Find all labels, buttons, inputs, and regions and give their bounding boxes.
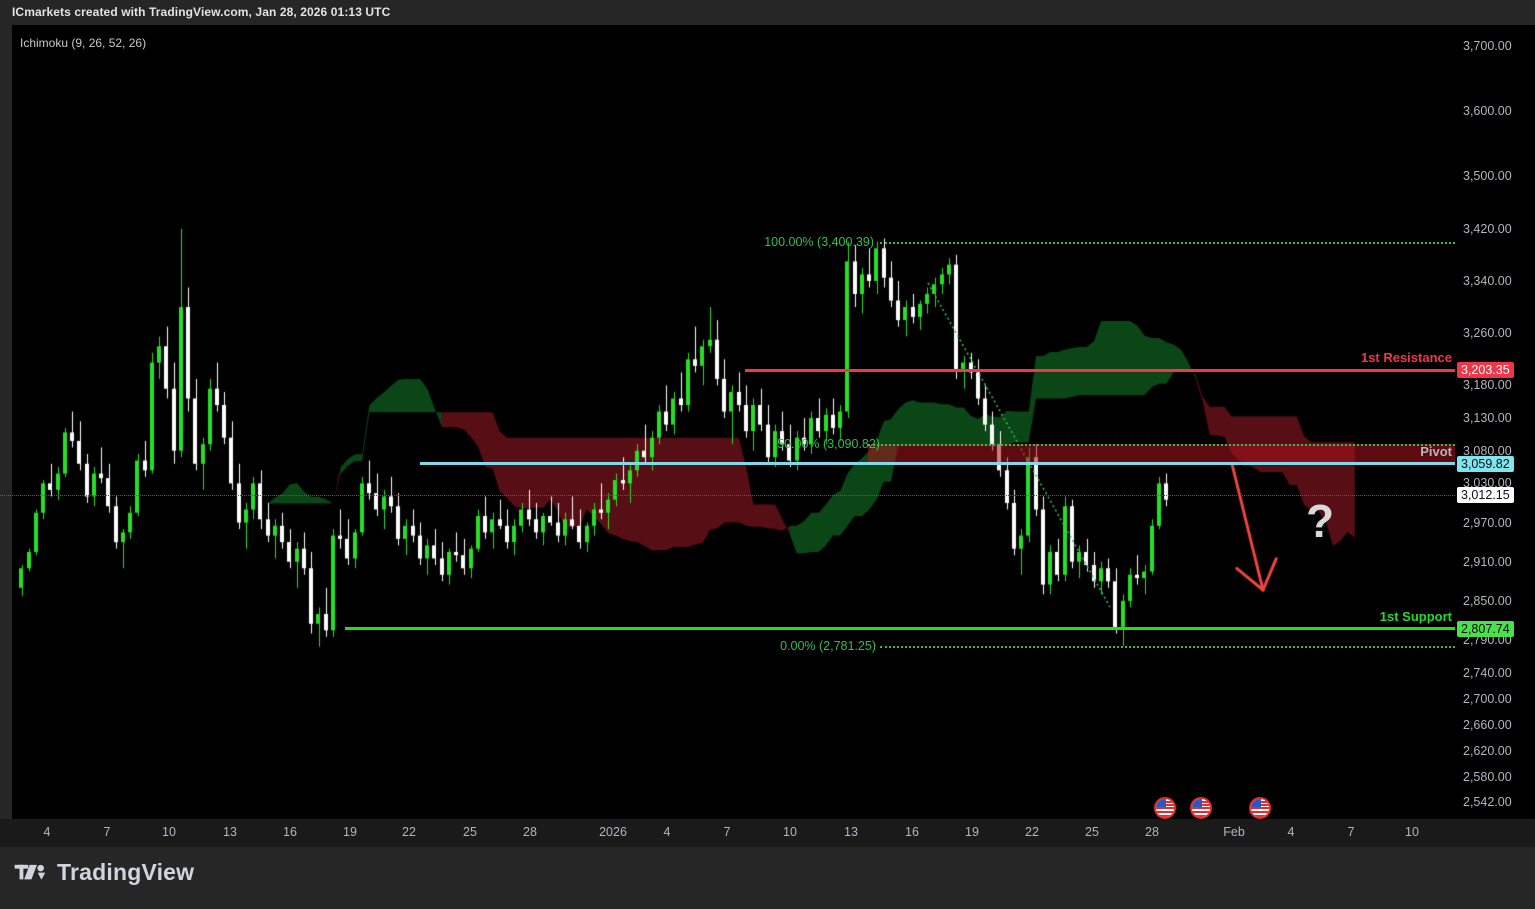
time-tick: 16 bbox=[905, 825, 919, 839]
economic-event-flag-us[interactable] bbox=[1154, 797, 1176, 819]
first-support-label: 1st Support bbox=[1379, 608, 1452, 624]
chart-panel[interactable] bbox=[12, 25, 1522, 819]
economic-event-flag-us[interactable] bbox=[1190, 797, 1212, 819]
time-tick: 19 bbox=[965, 825, 979, 839]
flag-stripe bbox=[1156, 807, 1174, 809]
fib-level-line bbox=[880, 241, 1455, 244]
time-tick: 2026 bbox=[599, 825, 627, 839]
resistance-price-badge[interactable]: 3,203.35 bbox=[1457, 362, 1514, 379]
price-tick: 2,660.00 bbox=[1463, 717, 1512, 732]
flag-stripe bbox=[1261, 804, 1269, 806]
price-tick: 3,260.00 bbox=[1463, 326, 1512, 341]
tradingview-logo-icon bbox=[14, 864, 46, 880]
chart-caption: ICmarkets created with TradingView.com, … bbox=[12, 5, 391, 19]
first-support-line[interactable] bbox=[345, 627, 1455, 630]
time-tick: 25 bbox=[463, 825, 477, 839]
flag-stripe bbox=[1166, 804, 1174, 806]
price-tick: 2,740.00 bbox=[1463, 665, 1512, 680]
time-tick: 22 bbox=[1025, 825, 1039, 839]
first-resistance-label: 1st Resistance bbox=[1360, 350, 1452, 366]
pivot-label: Pivot bbox=[1420, 443, 1452, 459]
price-tick: 3,030.00 bbox=[1463, 476, 1512, 491]
price-tick: 3,420.00 bbox=[1463, 221, 1512, 236]
time-tick: 4 bbox=[1287, 825, 1295, 839]
flag-stripe bbox=[1192, 815, 1210, 817]
flag-canton bbox=[1156, 799, 1166, 807]
pivot-line[interactable] bbox=[420, 462, 1455, 466]
flag-canton bbox=[1192, 799, 1202, 807]
fib-level-label: 100.00% (3,400.39) bbox=[764, 234, 874, 249]
time-tick: 7 bbox=[103, 825, 111, 839]
flag-stripe bbox=[1156, 811, 1174, 813]
time-tick: 28 bbox=[523, 825, 537, 839]
price-tick: 2,620.00 bbox=[1463, 744, 1512, 759]
price-tick: 3,080.00 bbox=[1463, 443, 1512, 458]
flag-stripe bbox=[1166, 801, 1174, 803]
last-price-line bbox=[0, 495, 1535, 497]
footer-bar: TradingView bbox=[0, 847, 1535, 909]
tradingview-brand: TradingView bbox=[14, 859, 194, 886]
flag-stripe bbox=[1251, 807, 1269, 809]
support-price-badge[interactable]: 2,807.74 bbox=[1457, 620, 1514, 637]
time-tick: 4 bbox=[43, 825, 51, 839]
flag-canton bbox=[1251, 799, 1261, 807]
time-tick: 10 bbox=[1405, 825, 1419, 839]
fib-level-label: 0.00% (2,781.25) bbox=[780, 638, 876, 653]
time-tick: 13 bbox=[844, 825, 858, 839]
flag-stripe bbox=[1202, 801, 1210, 803]
time-tick: 25 bbox=[1085, 825, 1099, 839]
pivot-resistance-zone bbox=[868, 443, 1455, 464]
flag-stripe bbox=[1202, 804, 1210, 806]
fib-level-label: 50.00% (3,090.82) bbox=[777, 436, 880, 451]
economic-event-flag-us[interactable] bbox=[1249, 797, 1271, 819]
price-scale[interactable]: 3,700.00 3,600.00 3,500.00 3,420.00 3,340.00… bbox=[1455, 25, 1535, 819]
price-tick: 2,542.00 bbox=[1463, 795, 1512, 810]
time-scale[interactable]: 4 7 10 13 16 19 22 25 28 2026 4 7 10 13 16 19 22 25 28 Feb 4… bbox=[0, 819, 1535, 847]
time-tick: Feb bbox=[1223, 825, 1245, 839]
first-resistance-line[interactable] bbox=[745, 368, 1455, 372]
candlestick-canvas[interactable] bbox=[12, 25, 1522, 819]
fib-level-line bbox=[880, 645, 1455, 648]
flag-stripe bbox=[1192, 807, 1210, 809]
flag-stripe bbox=[1192, 811, 1210, 813]
time-tick: 28 bbox=[1145, 825, 1159, 839]
price-tick: 3,700.00 bbox=[1463, 38, 1512, 53]
flag-stripe bbox=[1261, 801, 1269, 803]
indicator-legend[interactable]: Ichimoku (9, 26, 52, 26) bbox=[20, 36, 147, 50]
price-tick: 2,700.00 bbox=[1463, 691, 1512, 706]
price-tick: 2,850.00 bbox=[1463, 593, 1512, 608]
price-tick: 3,340.00 bbox=[1463, 273, 1512, 288]
price-tick: 3,600.00 bbox=[1463, 104, 1512, 119]
flag-stripe bbox=[1251, 815, 1269, 817]
price-tick: 2,790.00 bbox=[1463, 633, 1512, 648]
price-tick: 3,500.00 bbox=[1463, 169, 1512, 184]
flag-stripe bbox=[1251, 811, 1269, 813]
time-tick: 7 bbox=[1347, 825, 1355, 839]
time-tick: 13 bbox=[223, 825, 237, 839]
pivot-price-badge[interactable]: 3,059.82 bbox=[1457, 455, 1514, 472]
price-tick: 2,910.00 bbox=[1463, 554, 1512, 569]
price-tick: 3,130.00 bbox=[1463, 411, 1512, 426]
question-mark-annotation: ? bbox=[1306, 495, 1335, 547]
time-tick: 7 bbox=[723, 825, 731, 839]
time-tick: 10 bbox=[162, 825, 176, 839]
price-tick: 2,580.00 bbox=[1463, 770, 1512, 785]
time-tick: 10 bbox=[783, 825, 797, 839]
time-tick: 22 bbox=[402, 825, 416, 839]
price-tick: 2,970.00 bbox=[1463, 515, 1512, 530]
time-tick: 16 bbox=[283, 825, 297, 839]
flag-stripe bbox=[1156, 815, 1174, 817]
last-price-badge[interactable]: 3,012.15 bbox=[1457, 487, 1514, 504]
fib-level-line bbox=[868, 443, 1455, 446]
brand-label: TradingView bbox=[57, 859, 195, 885]
header-bar: ICmarkets created with TradingView.com, … bbox=[0, 0, 1535, 24]
price-tick: 3,180.00 bbox=[1463, 378, 1512, 393]
time-tick: 19 bbox=[343, 825, 357, 839]
time-tick: 4 bbox=[663, 825, 671, 839]
